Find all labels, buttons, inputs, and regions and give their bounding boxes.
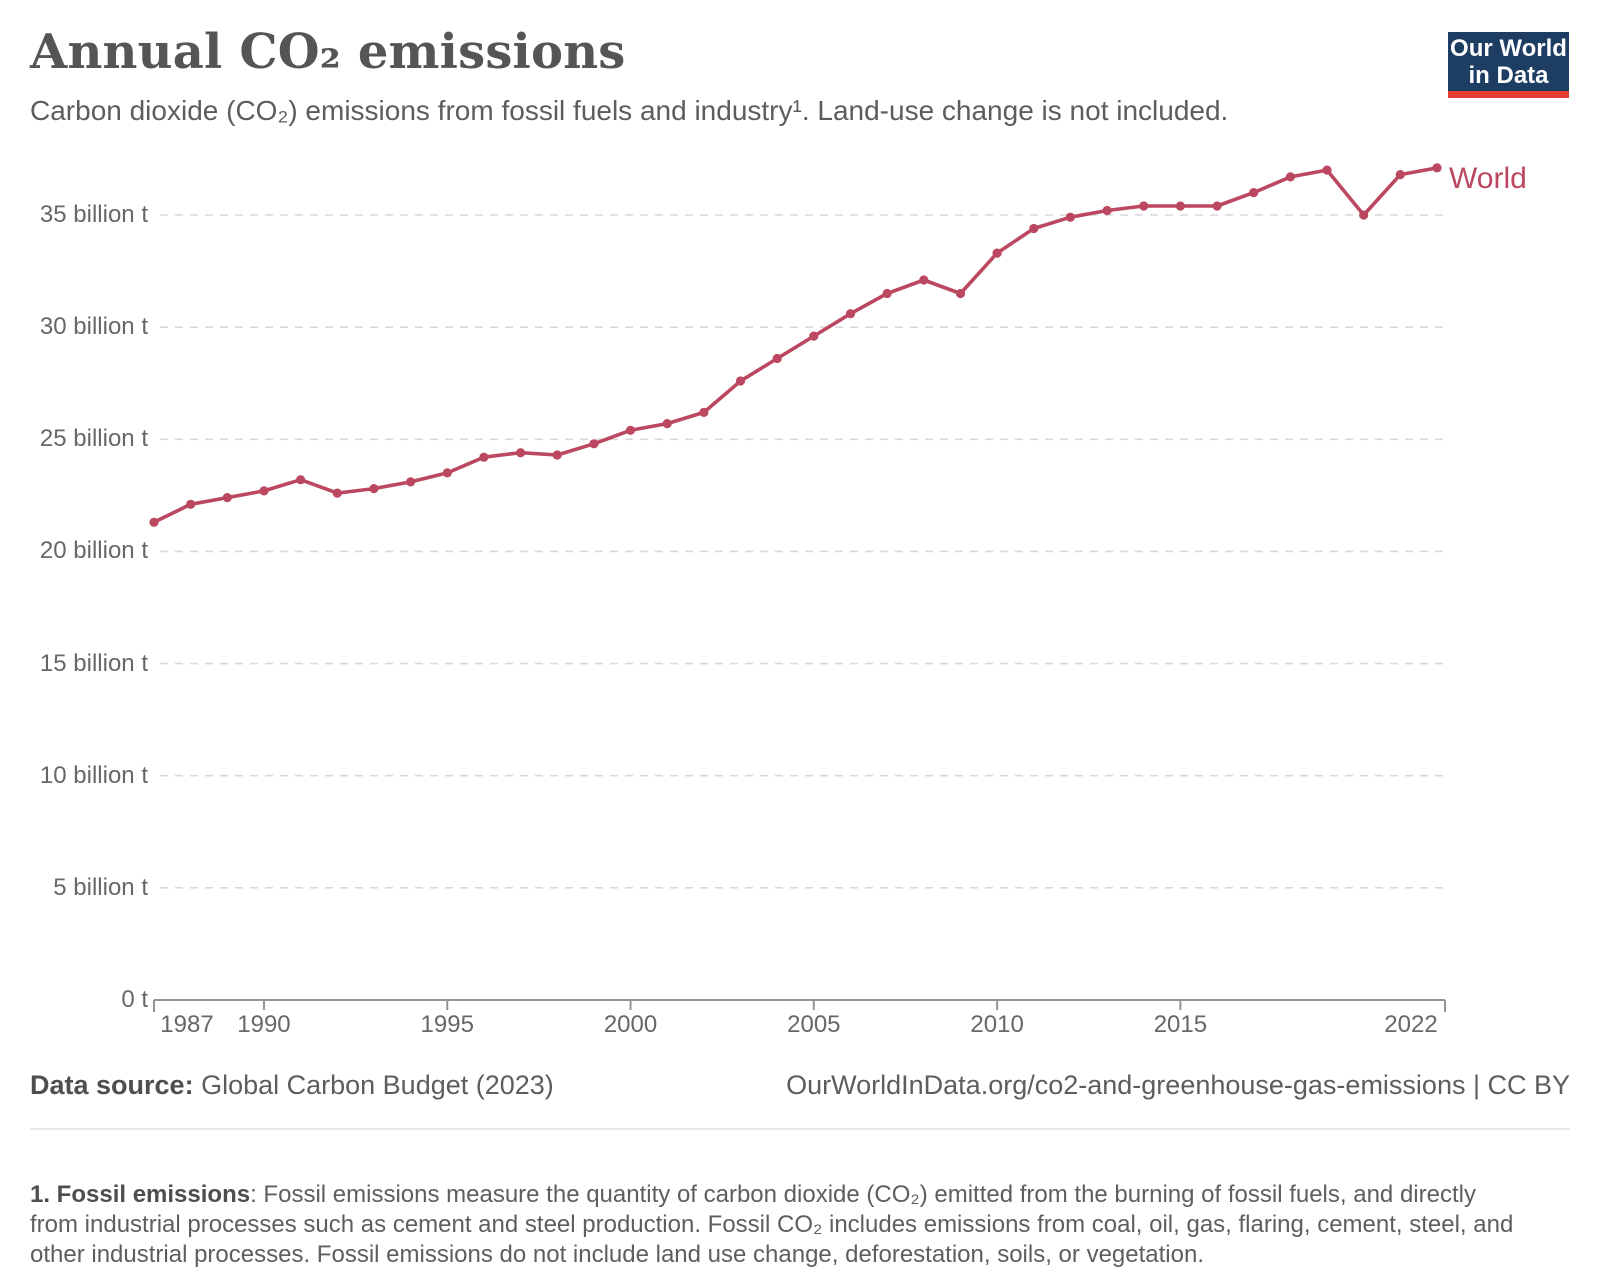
data-source-label: Data source: — [30, 1070, 194, 1100]
logo-text-line2: in Data — [1468, 61, 1549, 89]
x-axis-label: 1987 — [160, 1011, 214, 1038]
data-point — [1029, 223, 1039, 234]
series-line-world — [152, 166, 1439, 525]
y-axis-label: 5 billion t — [53, 873, 148, 901]
data-point — [882, 288, 892, 299]
data-point — [735, 376, 746, 386]
data-point — [1065, 212, 1075, 222]
data-point — [1322, 165, 1332, 175]
data-point — [1139, 201, 1149, 211]
x-axis-label: 2000 — [603, 1011, 658, 1038]
data-point — [662, 419, 672, 429]
data-point — [186, 499, 196, 509]
data-point — [442, 468, 452, 478]
y-axis-label: 0 t — [121, 986, 148, 1013]
data-point — [552, 450, 562, 460]
data-point — [589, 439, 599, 449]
data-point — [992, 248, 1002, 258]
y-axis-label: 15 billion t — [39, 649, 148, 677]
owid-logo: Our World in Data — [1448, 32, 1569, 98]
data-source: Data source: Global Carbon Budget (2023) — [30, 1070, 554, 1101]
x-axis-label: 1990 — [237, 1011, 291, 1038]
data-point — [772, 353, 782, 364]
logo-text-line1: Our World — [1450, 34, 1567, 62]
data-point — [1395, 170, 1405, 180]
data-point — [516, 448, 526, 458]
y-axis-label: 20 billion t — [39, 537, 148, 565]
data-point — [845, 309, 856, 319]
data-point — [406, 477, 416, 487]
data-point — [1432, 163, 1442, 173]
data-point — [149, 517, 159, 527]
data-source-value: Global Carbon Budget (2023) — [193, 1070, 554, 1100]
data-point — [369, 484, 379, 494]
data-point — [479, 452, 489, 462]
chart-subtitle: Carbon dioxide (CO₂) emissions from foss… — [30, 95, 1229, 126]
data-point — [1359, 210, 1369, 220]
data-point — [919, 275, 929, 285]
footnote-text: : Fossil emissions measure the quantity … — [30, 1181, 1514, 1268]
page-title: Annual CO₂ emissions — [30, 24, 626, 80]
y-axis-label: 10 billion t — [39, 761, 148, 789]
data-point — [296, 475, 306, 485]
data-point — [332, 488, 342, 498]
data-point — [699, 407, 709, 417]
x-axis-label: 2005 — [787, 1011, 841, 1038]
x-axis-label: 2010 — [970, 1011, 1024, 1038]
series-label-world: World — [1449, 161, 1527, 195]
y-axis-label: 30 billion t — [39, 313, 148, 341]
x-axis-label: 1995 — [420, 1011, 474, 1038]
data-point — [259, 486, 269, 496]
footer-source-row: Data source: Global Carbon Budget (2023)… — [30, 1070, 1570, 1101]
y-axis-label: 25 billion t — [39, 425, 148, 453]
x-axis-label: 2022 — [1384, 1011, 1438, 1038]
footnote-label: 1. Fossil emissions — [30, 1181, 251, 1208]
data-point — [1102, 205, 1112, 216]
footnote: 1. Fossil emissions: Fossil emissions me… — [30, 1180, 1520, 1270]
data-point — [222, 493, 232, 503]
y-axis-label: 35 billion t — [39, 201, 148, 228]
data-point — [1285, 172, 1295, 182]
data-point — [809, 331, 819, 341]
x-axis-label: 2015 — [1153, 1011, 1208, 1038]
footer-divider — [30, 1128, 1570, 1130]
data-point — [1249, 188, 1259, 198]
data-point — [1212, 201, 1222, 211]
data-point — [625, 425, 636, 435]
data-point — [1175, 201, 1185, 211]
data-point — [955, 288, 966, 299]
attribution: OurWorldInData.org/co2-and-greenhouse-ga… — [786, 1070, 1570, 1100]
